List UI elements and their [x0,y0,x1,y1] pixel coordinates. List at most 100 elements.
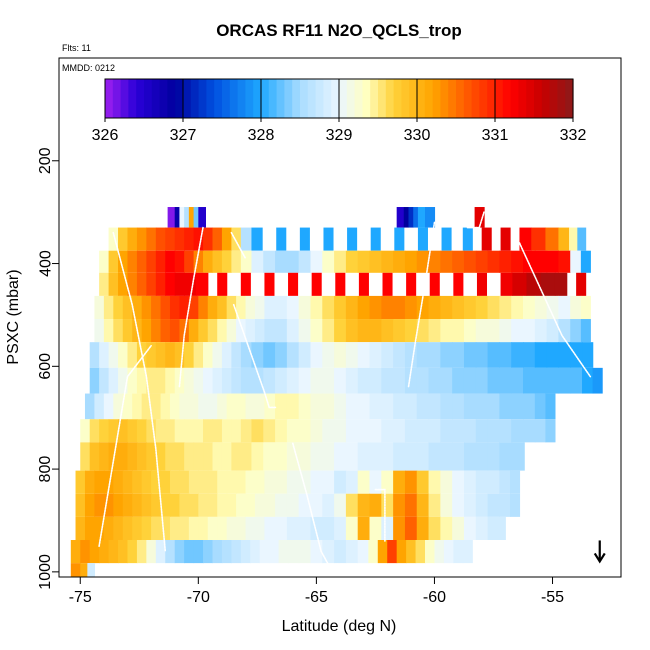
heatmap-cell [169,393,181,420]
heatmap-cell [151,393,162,420]
heatmap-cell [413,207,419,228]
heatmap-cell [310,250,323,273]
heatmap-cell [75,493,86,517]
heatmap-cell [475,493,489,517]
heatmap-cell [345,540,359,564]
heatmap-cell [404,295,418,320]
heatmap-cell [226,516,237,540]
heatmap-cell [322,470,335,494]
heatmap-cell [416,516,430,540]
heatmap-cell [70,563,81,577]
heatmap-cell [254,470,266,494]
heatmap-cell [254,319,266,343]
heatmap-cell [108,342,119,368]
heatmap-cell [499,342,512,368]
colorbar-segment [222,79,231,118]
heatmap-cell [393,342,406,368]
heatmap-cell [299,227,310,251]
flight-track-leg [230,231,247,260]
heatmap-cell [298,419,312,443]
heatmap-cell [425,540,436,564]
heatmap-cell [169,295,181,320]
heatmap-cell [404,493,418,517]
heatmap-cell [487,442,500,471]
heatmap-cell [188,393,199,420]
heatmap-cell [487,393,500,420]
heatmap-cell [251,227,263,251]
heatmap-cell [179,295,190,320]
heatmap-cell [369,516,382,540]
heatmap-cell [416,470,430,494]
heatmap-cell [151,516,162,540]
heatmap-cell [264,393,276,420]
colorbar-tick-label: 330 [404,127,431,144]
heatmap-cell [103,516,114,540]
heatmap-cell [240,342,253,368]
heatmap-cell [369,393,382,420]
heatmap-cell [570,367,583,394]
heatmap-cell [475,367,489,394]
heatmap-cell [369,493,382,517]
heatmap-cell [195,272,209,296]
y-tick-label: 200 [37,147,54,174]
heatmap-cell [499,295,512,320]
heatmap-cell [416,393,430,420]
heatmap-cell [231,540,242,564]
heatmap-cell [203,342,214,368]
heatmap-cell [251,442,264,471]
heatmap-cell [89,342,100,368]
heatmap-cell [169,493,181,517]
heatmap-cell [416,367,430,394]
x-axis: -75 -70 -65 -60 -55 [69,576,564,606]
heatmap-cell [345,442,359,471]
heatmap-cell [240,367,253,394]
heatmap-cell [475,442,489,471]
heatmap-cell [151,319,162,343]
heatmap-cell [84,516,96,540]
heatmap-cell [99,367,110,394]
colorbar-segment [479,79,488,118]
heatmap-cell [87,563,96,577]
colorbar-segment [144,79,153,118]
heatmap-cell [428,342,441,368]
colorbar-segment [339,79,348,118]
heatmap-cell [463,367,477,394]
heatmap-cell [198,393,209,420]
heatmap-cell [475,319,489,343]
heatmap-cell [582,342,594,368]
heatmap-cell [404,442,418,471]
x-tick-label: -65 [305,589,328,606]
heatmap-cell [463,342,477,368]
heatmap-cell [286,493,300,517]
heatmap-cell [497,516,506,540]
heatmap-cell [240,419,253,443]
heatmap-cell [369,470,382,494]
heatmap-cell [440,295,453,320]
heatmap-cell [393,419,406,443]
heatmap-cell [357,470,371,494]
heatmap-cell [264,295,276,320]
heatmap-cell [396,207,405,228]
heatmap-cell [499,493,511,517]
heatmap-cell [534,419,547,443]
heatmap-cell [322,393,335,420]
heatmap-cell [347,227,358,251]
x-tick-label: -70 [187,589,210,606]
heatmap-cell [499,319,512,343]
heatmap-cell [440,342,453,368]
heatmap-cell [132,393,143,420]
heatmap-cell [546,367,560,394]
heatmap-cell [151,470,162,494]
heatmap-cell [322,540,335,564]
heatmap-cell [118,342,129,368]
heatmap-cell [428,250,441,273]
heatmap-cell [323,227,334,251]
heatmap-cell [512,272,528,296]
heatmap-cell [151,295,162,320]
heatmap-cell [188,470,199,494]
heatmap-cell [440,470,453,494]
heatmap-cell [475,470,489,494]
heatmap-cell [155,250,166,273]
colorbar-segment [300,79,309,118]
heatmap-cell [511,419,524,443]
